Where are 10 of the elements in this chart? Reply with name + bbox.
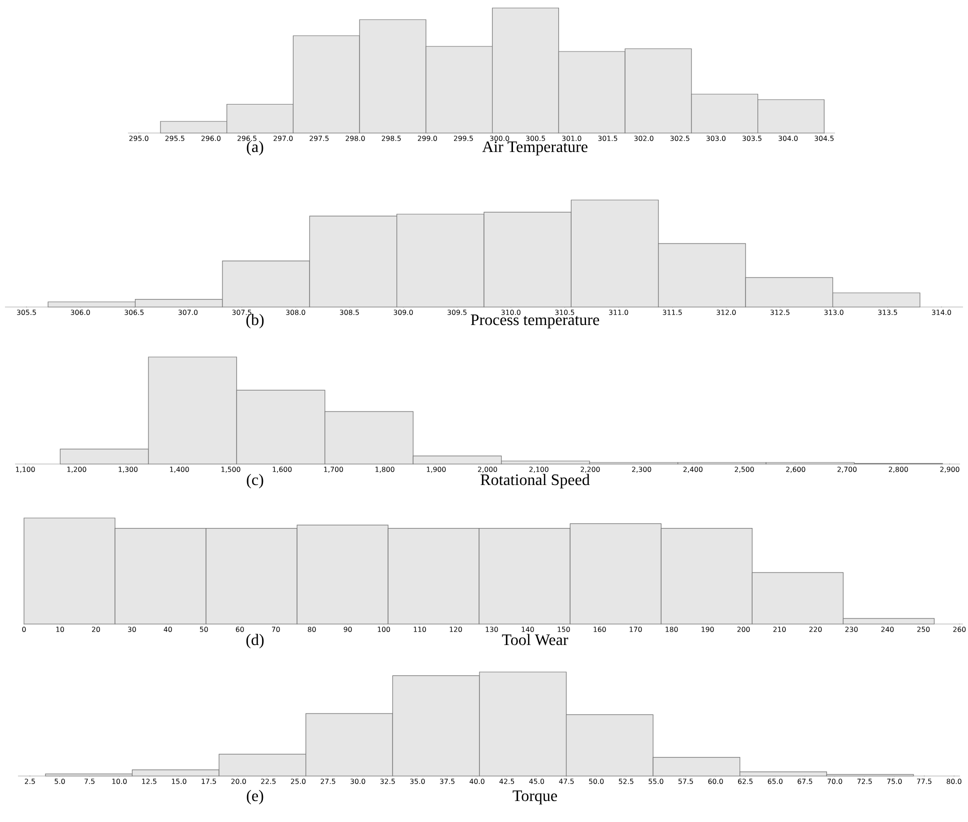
- x-axis-title: Process temperature: [470, 314, 600, 328]
- text: (c): [246, 474, 264, 488]
- x-axis-title: Rotational Speed: [480, 474, 590, 488]
- text: (b): [246, 314, 264, 328]
- x-axis-title: Air Temperature: [482, 141, 588, 156]
- text: (d): [246, 634, 264, 648]
- text: (e): [246, 790, 264, 804]
- text: (a): [246, 140, 264, 156]
- x-axis-title: Torque: [512, 790, 558, 804]
- x-axis-title: Tool Wear: [502, 634, 568, 646]
